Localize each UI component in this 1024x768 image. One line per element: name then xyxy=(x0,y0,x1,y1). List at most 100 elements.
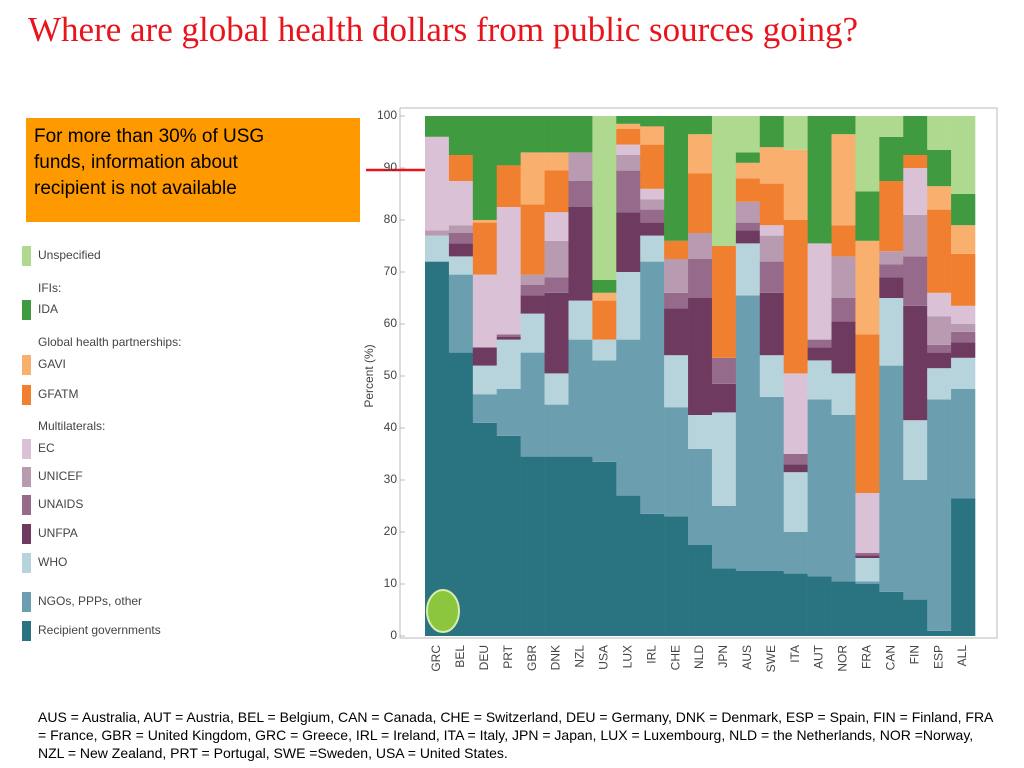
bar-segment xyxy=(520,313,545,353)
bar-segment xyxy=(831,415,856,582)
bar-segment xyxy=(855,493,880,553)
bar-segment xyxy=(544,404,569,457)
bar-segment xyxy=(807,116,832,244)
y-tick-label: 60 xyxy=(384,316,398,330)
bar-segment xyxy=(927,352,952,369)
y-tick-label: 100 xyxy=(377,108,397,122)
bar-segment xyxy=(688,415,713,449)
bar-segment xyxy=(831,373,856,415)
bar-segment xyxy=(472,347,498,366)
bar-segment xyxy=(735,162,761,179)
legend-label: UNFPA xyxy=(38,526,78,540)
bar-segment xyxy=(855,584,880,636)
bar-segment xyxy=(951,389,976,499)
bar-segment xyxy=(640,209,665,223)
bar-segment xyxy=(759,183,784,226)
bar-segment xyxy=(425,235,450,262)
x-tick-label: SWE xyxy=(764,645,778,672)
bar-segment xyxy=(735,571,761,636)
bar-segment xyxy=(640,199,665,210)
bar-segment xyxy=(688,298,713,415)
bar-segment xyxy=(783,220,808,374)
bar-segment xyxy=(855,334,880,493)
bar-segment xyxy=(496,116,521,166)
bar-segment xyxy=(640,144,665,189)
bar-segment xyxy=(568,339,593,457)
bar-segment xyxy=(544,212,569,241)
legend-swatch xyxy=(22,246,31,266)
x-tick-label: NZL xyxy=(573,645,587,668)
x-tick-label: FRA xyxy=(860,645,874,669)
annotation: For more than 30% of USG funds, informat… xyxy=(26,118,360,222)
bar-segment xyxy=(448,243,474,257)
bar-segment xyxy=(783,116,808,150)
bar-segment xyxy=(592,116,617,280)
x-tick-label: FIN xyxy=(907,645,921,664)
bar-segment xyxy=(903,116,928,155)
bar-segment xyxy=(520,116,545,153)
annotation-line: For more than 30% of USG xyxy=(34,126,265,147)
legend-label: WHO xyxy=(38,555,67,569)
bar-segment xyxy=(664,516,689,636)
bar-segment xyxy=(711,116,737,246)
legend-label: UNAIDS xyxy=(38,497,83,511)
legend-swatch xyxy=(22,355,31,375)
bar-segment xyxy=(879,181,904,252)
legend-label: UNICEF xyxy=(38,469,83,483)
bar-segment xyxy=(783,464,808,473)
y-tick-label: 50 xyxy=(384,368,398,382)
bar-segment xyxy=(879,277,904,298)
chart: 0 10 20 30 40 50 60 70 80 90 100 Percent (%) GRC BEL D… xyxy=(22,107,998,672)
bar-segment xyxy=(448,181,474,226)
bar-segment xyxy=(735,222,761,231)
bar-segment xyxy=(425,230,450,236)
bar-segment xyxy=(568,456,593,636)
bar-segment xyxy=(496,207,521,335)
bar-segment xyxy=(879,365,904,592)
bar-segment xyxy=(735,295,761,571)
x-tick-label: ESP xyxy=(931,645,945,669)
legend-label: NGOs, PPPs, other xyxy=(38,594,142,608)
bar-segment xyxy=(520,274,545,285)
bar-segment xyxy=(616,495,641,636)
bar-segment xyxy=(951,342,976,358)
bar-segment xyxy=(472,394,498,423)
bar-segment xyxy=(711,412,737,506)
bar-segment xyxy=(903,214,928,257)
bar-segment xyxy=(592,360,617,462)
bar-segment xyxy=(664,259,689,293)
bar-segment xyxy=(496,339,521,389)
x-tick-label: BEL xyxy=(453,645,467,668)
bar-segment xyxy=(544,373,569,405)
bar-segment xyxy=(688,259,713,298)
bar-segment xyxy=(544,116,569,153)
bar-segment xyxy=(616,170,641,213)
bar-segment xyxy=(448,256,474,275)
bar-segment xyxy=(735,243,761,296)
bar-segment xyxy=(664,240,689,259)
x-tick-label: CHE xyxy=(668,645,682,670)
bar-segment xyxy=(472,274,498,348)
bar-segment xyxy=(592,339,617,361)
bar-segment xyxy=(544,277,569,293)
bar-segment xyxy=(568,181,593,207)
footnote: AUS = Australia, AUT = Austria, BEL = Be… xyxy=(38,709,993,761)
bar-segment xyxy=(711,506,737,569)
bar-segment xyxy=(496,435,521,636)
bar-segment xyxy=(831,116,856,135)
bar-segment xyxy=(711,568,737,636)
bar-segment xyxy=(783,573,808,636)
y-axis-label: Percent (%) xyxy=(362,344,376,407)
legend-label: EC xyxy=(38,441,55,455)
bar-segment xyxy=(568,116,593,153)
bar-segment xyxy=(807,399,832,577)
bar-segment xyxy=(640,188,665,200)
legend-swatch xyxy=(22,592,31,612)
bar-segment xyxy=(616,272,641,340)
bar-segment xyxy=(831,581,856,636)
x-tick-label: DNK xyxy=(549,645,563,670)
bar-segment xyxy=(951,357,976,389)
legend-swatch xyxy=(22,621,31,641)
bar-segment xyxy=(927,630,952,636)
bar-segment xyxy=(735,152,761,163)
